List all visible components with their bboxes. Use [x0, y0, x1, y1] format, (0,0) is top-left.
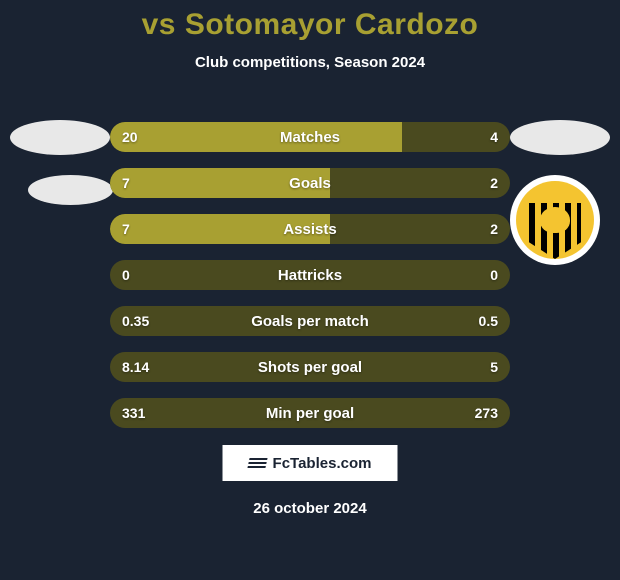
player-left-avatar-placeholder: [10, 120, 110, 155]
player-left-club-placeholder: [28, 175, 113, 205]
page-title: vs Sotomayor Cardozo: [0, 0, 620, 42]
stats-container: 20 Matches 4 7 Goals 2 7 Assists 2 0 Hat…: [110, 122, 510, 444]
stat-value-right: 4: [490, 122, 498, 152]
stat-row-hattricks: 0 Hattricks 0: [110, 260, 510, 290]
stat-label: Goals: [110, 168, 510, 198]
footer-date: 26 october 2024: [0, 500, 620, 517]
brand-logo[interactable]: FcTables.com: [223, 445, 398, 481]
stat-value-right: 273: [475, 398, 498, 428]
player-right-avatar-placeholder: [510, 120, 610, 155]
stat-label: Assists: [110, 214, 510, 244]
stat-label: Hattricks: [110, 260, 510, 290]
stat-label: Min per goal: [110, 398, 510, 428]
stat-value-right: 5: [490, 352, 498, 382]
stat-value-right: 0.5: [479, 306, 498, 336]
stat-label: Matches: [110, 122, 510, 152]
stat-label: Shots per goal: [110, 352, 510, 382]
stat-row-goals: 7 Goals 2: [110, 168, 510, 198]
brand-logo-text: FcTables.com: [273, 455, 372, 472]
brand-logo-icon: [247, 456, 268, 470]
stat-row-shots-per-goal: 8.14 Shots per goal 5: [110, 352, 510, 382]
stat-row-matches: 20 Matches 4: [110, 122, 510, 152]
stat-label: Goals per match: [110, 306, 510, 336]
stat-value-right: 2: [490, 214, 498, 244]
stat-row-min-per-goal: 331 Min per goal 273: [110, 398, 510, 428]
stat-row-assists: 7 Assists 2: [110, 214, 510, 244]
player-right-club-badge: [510, 175, 600, 265]
stat-value-right: 0: [490, 260, 498, 290]
page-subtitle: Club competitions, Season 2024: [0, 54, 620, 71]
stat-row-goals-per-match: 0.35 Goals per match 0.5: [110, 306, 510, 336]
stat-value-right: 2: [490, 168, 498, 198]
